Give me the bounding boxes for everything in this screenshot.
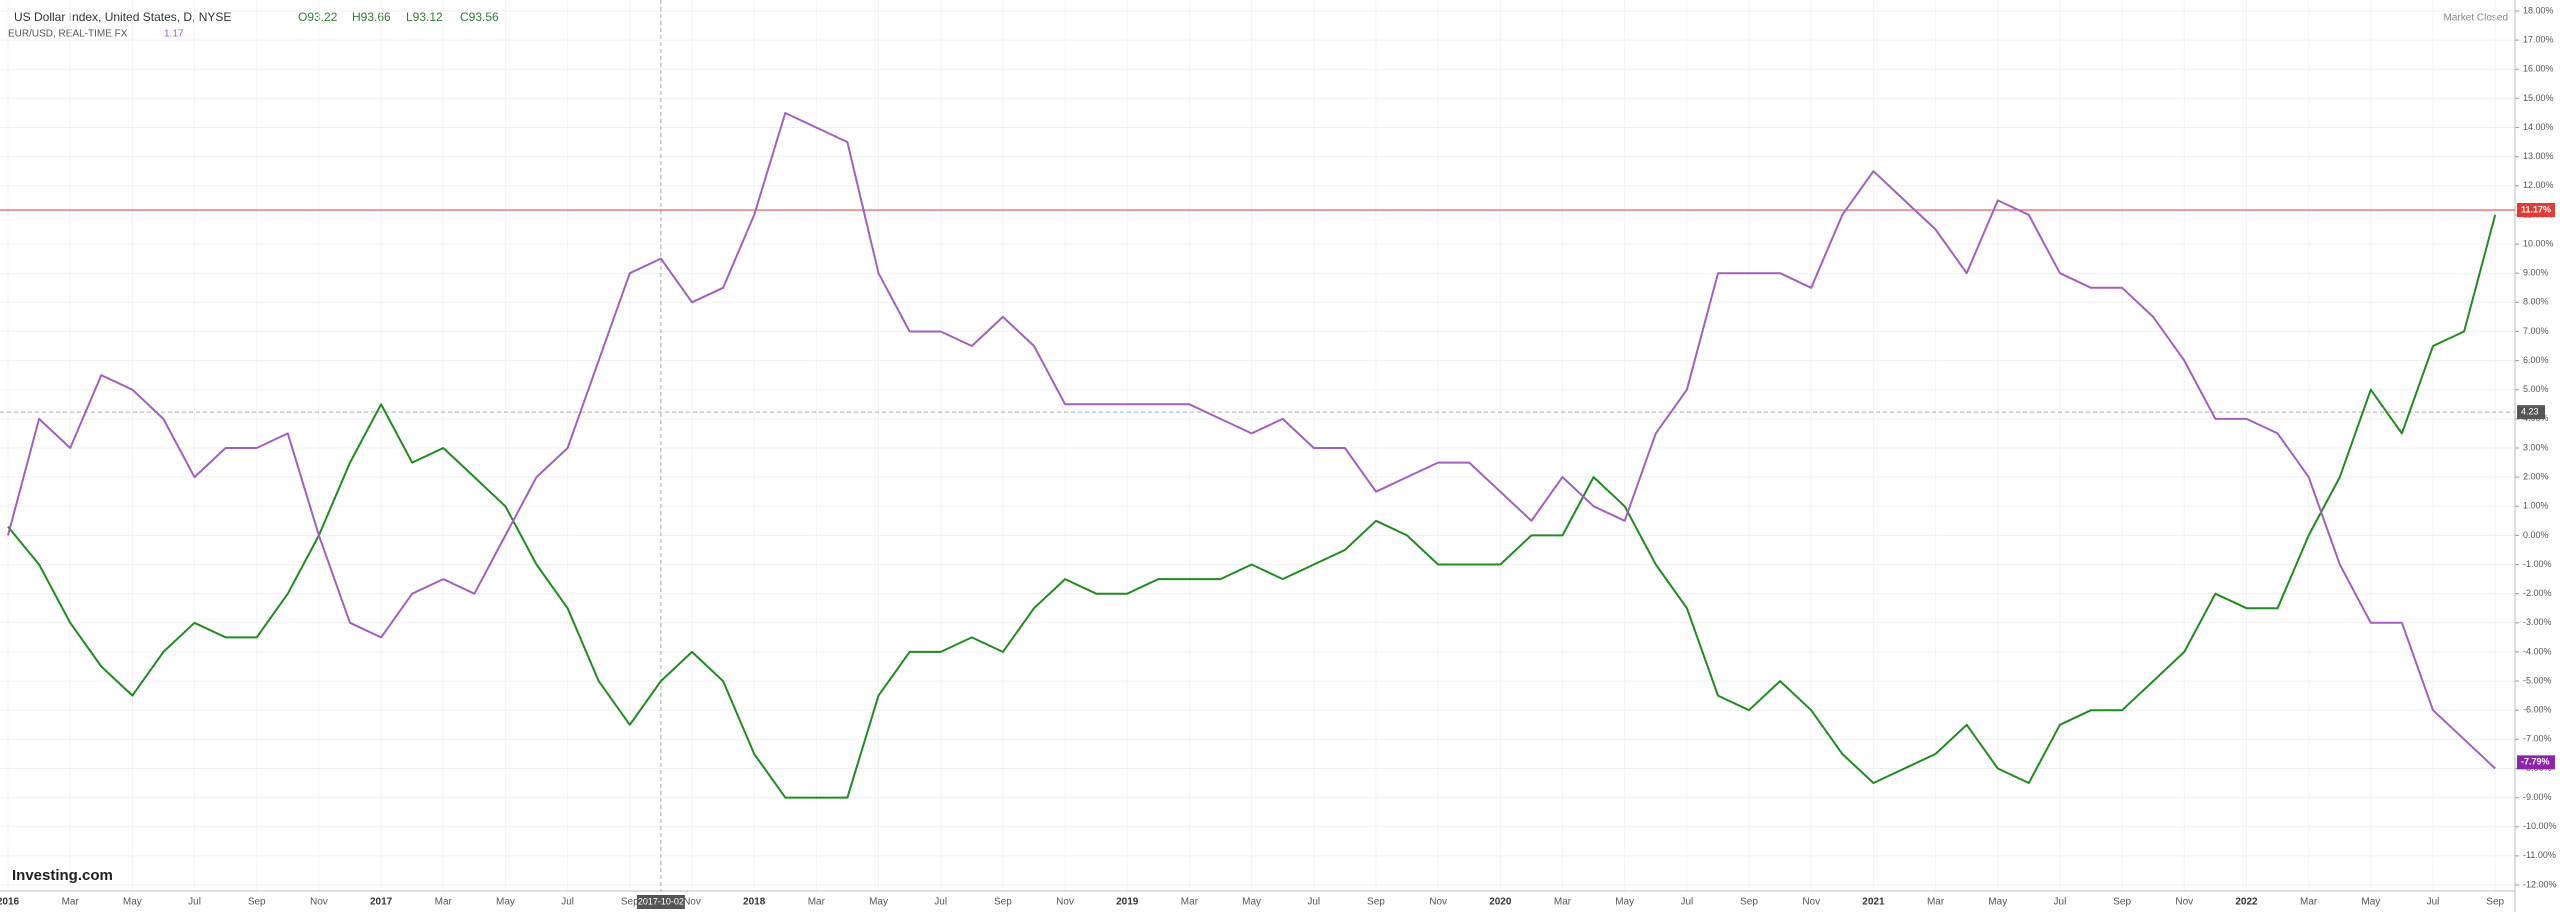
price-label: 11.17% [2521,204,2551,214]
x-tick-label: Mar [435,897,453,908]
y-tick-label: 9.00% [2523,268,2549,278]
x-tick-label: 2020 [1489,897,1512,908]
y-tick-label: 6.00% [2523,355,2549,365]
ohlc-high: H93.66 [352,10,391,24]
x-tick-label: Jul [2427,897,2440,908]
x-tick-label: May [869,897,888,908]
x-tick-label: Jul [188,897,201,908]
crosshair-x-label: 2017-10-02 [638,896,684,906]
y-tick-label: 8.00% [2523,297,2549,307]
x-tick-label: Mar [2300,897,2318,908]
x-tick-label: Nov [1429,897,1447,908]
x-tick-label: Mar [62,897,80,908]
y-tick-label: 16.00% [2523,64,2554,74]
x-tick-label: Sep [248,897,266,908]
x-tick-label: Nov [2175,897,2193,908]
y-tick-label: -6.00% [2523,705,2552,715]
price-label-box [2517,755,2555,770]
y-tick-label: 14.00% [2523,122,2554,132]
x-tick-label: 2022 [2235,897,2258,908]
y-tick-label: -2.00% [2523,588,2552,598]
x-tick-label: Nov [1056,897,1074,908]
y-tick-label: 1.00% [2523,501,2549,511]
x-tick-label: Jul [2054,897,2067,908]
x-tick-label: Sep [1740,897,1758,908]
compare-label: EUR/USD, REAL-TIME FX [8,29,128,40]
x-tick-label: Sep [994,897,1012,908]
y-tick-label: 2.00% [2523,472,2549,482]
y-tick-label: -11.00% [2523,850,2556,860]
x-tick-label: May [123,897,142,908]
x-tick-label: Sep [2486,897,2504,908]
x-tick-label: May [496,897,515,908]
market-status: Market Closed [2444,13,2508,24]
x-tick-label: Nov [1802,897,1820,908]
y-tick-label: 10.00% [2523,238,2554,248]
y-tick-label: 15.00% [2523,93,2554,103]
x-tick-label: 2018 [743,897,766,908]
x-tick-label: Sep [1367,897,1385,908]
y-tick-label: -12.00% [2523,879,2557,889]
x-tick-label: Mar [1927,897,1945,908]
compare-value: 1.17 [164,29,184,40]
y-tick-label: 18.00% [2523,5,2554,15]
y-tick-label: 13.00% [2523,151,2554,161]
y-tick-label: -9.00% [2523,792,2552,802]
y-tick-label: 5.00% [2523,384,2549,394]
watermark: Investing.com [12,867,113,884]
y-tick-label: 3.00% [2523,442,2549,452]
x-tick-label: Jul [934,897,947,908]
x-tick-label: Jul [1307,897,1320,908]
y-tick-label: -7.00% [2523,734,2552,744]
x-tick-label: 2021 [1862,897,1885,908]
ohlc-close: C93.56 [460,10,499,24]
x-tick-label: 2019 [1116,897,1139,908]
x-tick-label: 2016 [0,897,20,908]
x-tick-label: 2017 [370,897,393,908]
y-tick-label: -4.00% [2523,646,2552,656]
price-label: -7.79% [2521,757,2550,767]
y-tick-label: -3.00% [2523,617,2552,627]
x-tick-label: Jul [1680,897,1693,908]
y-tick-label: 17.00% [2523,35,2554,45]
y-tick-label: -5.00% [2523,675,2552,685]
ohlc-open: O93.22 [298,10,338,24]
x-tick-label: May [1242,897,1261,908]
x-tick-label: May [1615,897,1634,908]
ohlc-low: L93.12 [406,10,443,24]
x-tick-label: Mar [808,897,826,908]
series-line [7,214,2497,799]
crosshair-y-box [2517,405,2545,420]
x-tick-label: Jul [561,897,574,908]
y-tick-label: -10.00% [2523,821,2557,831]
crosshair-y-label: 4.23 [2521,407,2539,417]
series-line [7,112,2496,770]
x-tick-label: Sep [2113,897,2131,908]
x-tick-label: Nov [310,897,328,908]
x-tick-label: Mar [1181,897,1199,908]
x-tick-label: Mar [1554,897,1572,908]
x-tick-label: Sep [621,897,639,908]
y-tick-label: 7.00% [2523,326,2549,336]
price-label-box [2517,202,2555,217]
x-tick-label: May [1988,897,2007,908]
y-tick-label: 0.00% [2523,530,2549,540]
chart-title: US Dollar Index, United States, D, NYSE [14,10,231,24]
x-tick-label: May [2361,897,2380,908]
crosshair-x-box [636,895,685,909]
y-tick-label: -1.00% [2523,559,2552,569]
x-tick-label: Nov [683,897,701,908]
y-tick-label: 12.00% [2523,180,2554,190]
